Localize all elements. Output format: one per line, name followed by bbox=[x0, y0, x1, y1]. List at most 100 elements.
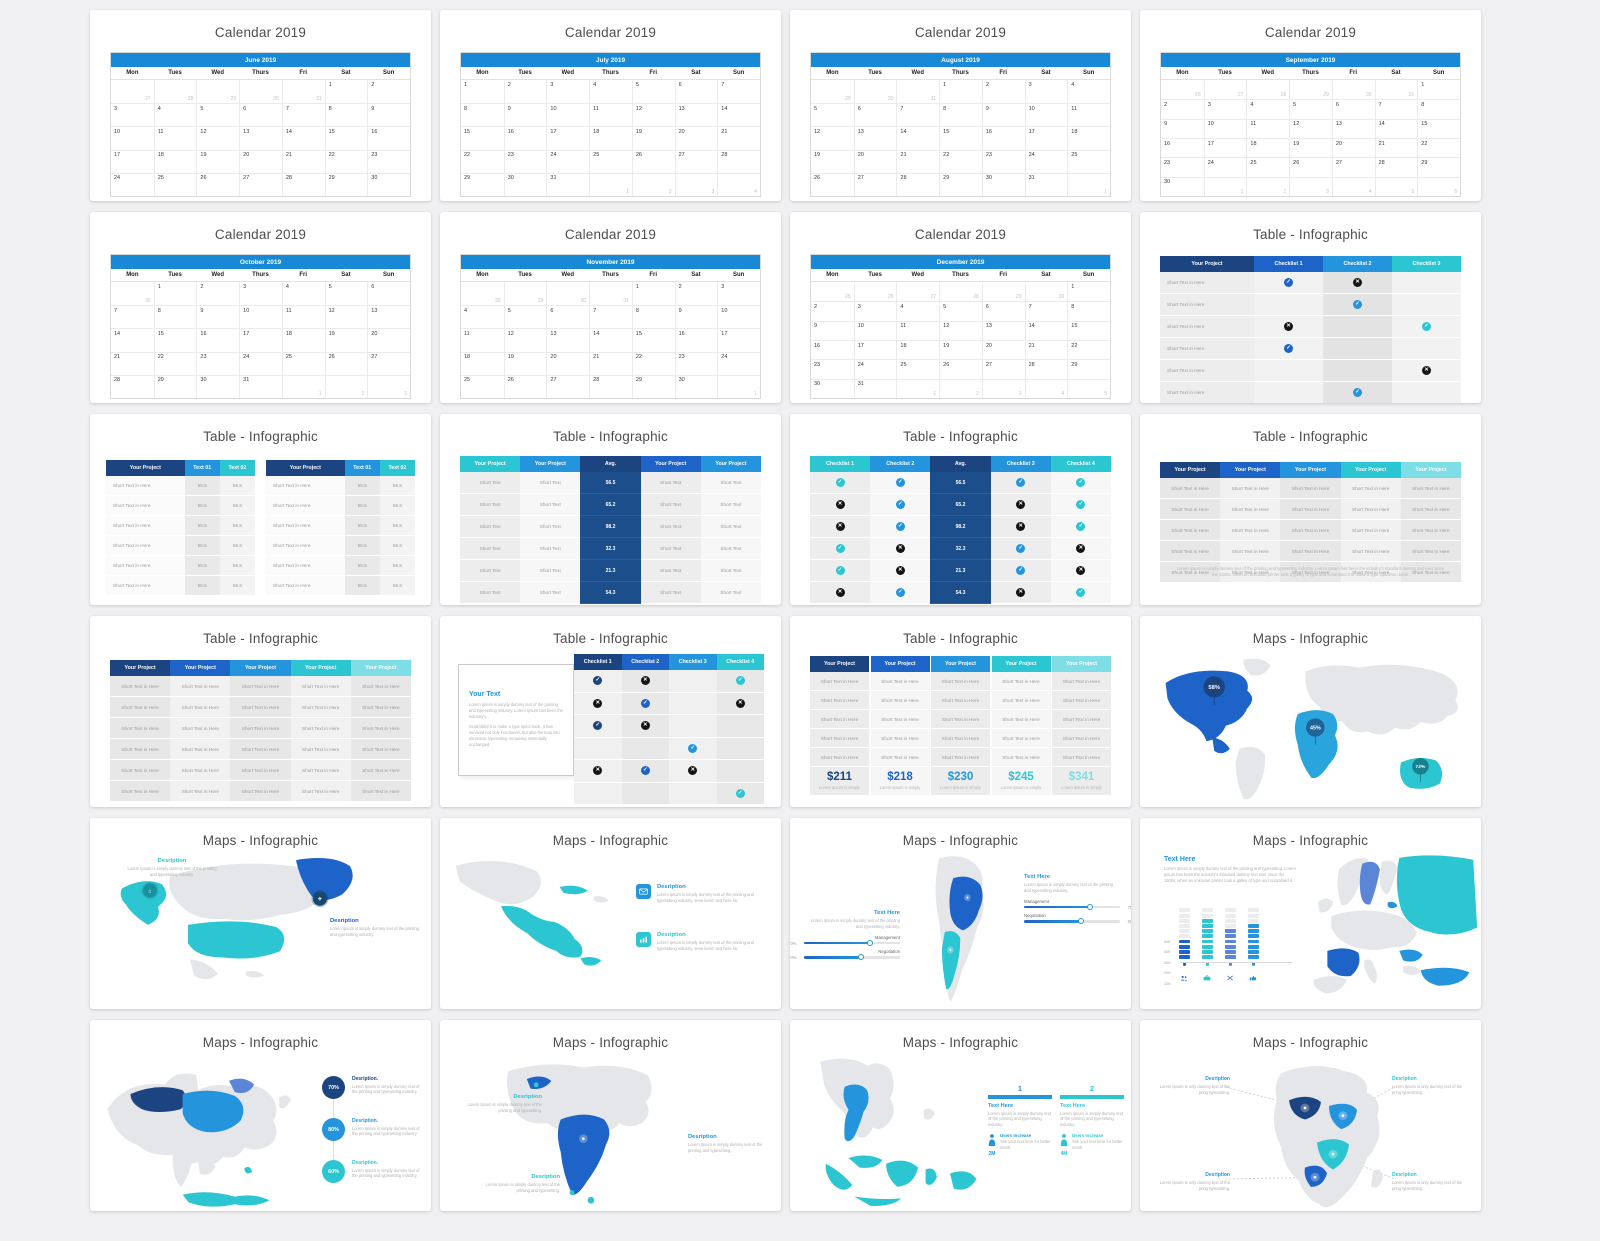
calendar-cell[interactable]: 22 bbox=[324, 149, 368, 173]
calendar-cell[interactable]: 26 bbox=[196, 172, 240, 196]
calendar-cell[interactable]: 31 bbox=[589, 282, 632, 306]
calendar-cell[interactable]: 22 bbox=[631, 351, 675, 375]
calendar-cell[interactable]: 29 bbox=[981, 282, 1025, 302]
calendar-cell[interactable]: 14 bbox=[896, 126, 940, 150]
calendar-cell[interactable]: 16 bbox=[811, 340, 854, 359]
calendar-cell[interactable]: 15 bbox=[631, 328, 675, 352]
calendar-cell[interactable]: 2 bbox=[367, 80, 410, 104]
calendar-cell[interactable]: 10 bbox=[853, 320, 897, 340]
calendar-cell[interactable]: 31 bbox=[1374, 80, 1418, 100]
calendar-cell[interactable]: 10 bbox=[717, 305, 760, 329]
slide-calendar-september-2019[interactable]: Calendar 2019 September 2019 Mon Tues Wed Thu… bbox=[1140, 10, 1481, 201]
calendar-cell[interactable]: 6 bbox=[1331, 99, 1375, 119]
calendar-cell[interactable]: 17 bbox=[717, 328, 760, 352]
calendar-cell[interactable]: 12 bbox=[503, 328, 547, 352]
calendar-cell[interactable]: 25 bbox=[153, 172, 197, 196]
calendar-cell[interactable]: 12 bbox=[324, 305, 368, 329]
calendar-cell[interactable]: 9 bbox=[196, 305, 240, 329]
calendar-cell[interactable]: 2 bbox=[631, 172, 675, 196]
pricing-column[interactable]: Your Project Short Text in Here Short Text… bbox=[1052, 656, 1111, 795]
slider[interactable]: Negotiation 60% bbox=[1024, 913, 1131, 925]
calendar-cell[interactable]: 11 bbox=[1246, 118, 1290, 138]
calendar-cell[interactable]: 16 bbox=[367, 126, 410, 150]
calendar-cell[interactable]: 29 bbox=[503, 282, 547, 306]
calendar-cell[interactable]: 18 bbox=[1067, 126, 1110, 150]
calendar-cell[interactable]: 1 bbox=[717, 374, 760, 398]
calendar-cell[interactable]: 30 bbox=[674, 374, 718, 398]
calendar-cell[interactable]: 7 bbox=[281, 103, 325, 127]
slide-table-pricing[interactable]: Table - Infographic Your Project Short Tex… bbox=[790, 616, 1131, 807]
calendar-cell[interactable]: 24 bbox=[853, 359, 897, 379]
slide-map-africa[interactable]: Maps - Infographic Desription Lorem Ipsum … bbox=[1140, 1020, 1481, 1211]
calendar-cell[interactable]: 5 bbox=[196, 103, 240, 127]
calendar-cell[interactable]: 7 bbox=[896, 103, 940, 127]
calendar-cell[interactable]: 29 bbox=[631, 374, 675, 398]
calendar-cell[interactable]: 1 bbox=[461, 80, 504, 103]
calendar-cell[interactable]: 23 bbox=[1161, 157, 1204, 176]
calendar-cell[interactable]: 23 bbox=[503, 149, 547, 173]
calendar-cell[interactable]: 8 bbox=[153, 305, 197, 329]
calendar-cell[interactable]: 11 bbox=[281, 305, 325, 329]
slide-map-south-america[interactable]: Maps - Infographic Text Here Lorem Ipsum i… bbox=[790, 818, 1131, 1009]
calendar-cell[interactable]: 17 bbox=[1024, 126, 1068, 150]
slide-map-europe[interactable]: Maps - Infographic Text Here Lorem Ipsum i… bbox=[1140, 818, 1481, 1009]
calendar-cell[interactable]: 30 bbox=[239, 80, 282, 104]
calendar-cell[interactable]: 26 bbox=[811, 172, 854, 196]
calendar-cell[interactable]: 12 bbox=[631, 103, 675, 127]
slide-calendar-december-2019[interactable]: Calendar 2019 December 2019 Mon Tues Wed Thur… bbox=[790, 212, 1131, 403]
calendar-cell[interactable]: 2 bbox=[503, 80, 547, 104]
calendar-cell[interactable]: 5 bbox=[1289, 99, 1332, 119]
calendar-cell[interactable]: 13 bbox=[981, 320, 1025, 340]
map-legend-item[interactable]: Desription Lorem Ipsum is simply dummy te… bbox=[636, 932, 768, 952]
calendar-cell[interactable]: 28 bbox=[1024, 359, 1068, 379]
calendar-cell[interactable]: 3 bbox=[981, 378, 1025, 398]
calendar-cell[interactable]: 3 bbox=[239, 282, 282, 306]
calendar-cell[interactable]: 13 bbox=[674, 103, 718, 127]
calendar-cell[interactable]: 18 bbox=[153, 149, 197, 173]
calendar-cell[interactable]: 27 bbox=[367, 351, 410, 375]
calendar-cell[interactable]: 21 bbox=[717, 126, 760, 150]
calendar-cell[interactable]: 24 bbox=[717, 351, 760, 375]
stat-item[interactable]: 70% Desription. Lorem Ipsum is simply dumm… bbox=[322, 1076, 426, 1099]
pricing-column[interactable]: Your Project Short Text in Here Short Text… bbox=[931, 656, 990, 795]
calendar-cell[interactable]: 24 bbox=[111, 172, 154, 196]
calendar-cell[interactable]: 1 bbox=[153, 282, 197, 306]
calendar-cell[interactable]: 25 bbox=[589, 149, 632, 173]
slider[interactable]: Management 70% bbox=[790, 935, 900, 946]
calendar-cell[interactable]: 27 bbox=[111, 80, 154, 103]
calendar-cell[interactable]: 6 bbox=[546, 305, 590, 329]
calendar-cell[interactable]: 28 bbox=[589, 374, 632, 398]
calendar-cell[interactable]: 22 bbox=[1417, 138, 1460, 158]
calendar-cell[interactable]: 26 bbox=[324, 351, 368, 375]
calendar-cell[interactable]: 28 bbox=[1374, 157, 1418, 177]
calendar-cell[interactable]: 9 bbox=[811, 320, 854, 340]
calendar-cell[interactable]: 7 bbox=[1374, 99, 1418, 119]
calendar-cell[interactable]: 29 bbox=[153, 374, 197, 398]
calendar-cell[interactable]: 15 bbox=[1417, 118, 1460, 138]
calendar-cell[interactable]: 2 bbox=[811, 301, 854, 320]
calendar-cell[interactable]: 27 bbox=[674, 149, 718, 173]
calendar-cell[interactable]: 9 bbox=[503, 103, 547, 127]
calendar-cell[interactable]: 20 bbox=[1331, 138, 1375, 158]
slider-knob[interactable] bbox=[857, 954, 864, 961]
slide-map-world[interactable]: Maps - Infographic 58% 45% 72% bbox=[1140, 616, 1481, 807]
calendar-cell[interactable]: 31 bbox=[853, 378, 897, 398]
calendar-cell[interactable]: 28 bbox=[153, 80, 197, 104]
calendar-cell[interactable]: 25 bbox=[811, 282, 854, 301]
calendar-cell[interactable]: 6 bbox=[853, 103, 897, 127]
slide-map-north-america[interactable]: Maps - Infographic ⌂ ✈ Desription Lorem Ipsu… bbox=[90, 818, 431, 1009]
calendar-cell[interactable]: 26 bbox=[1289, 157, 1332, 177]
calendar-cell[interactable]: 30 bbox=[1024, 282, 1068, 302]
slide-table-grid[interactable]: Table - Infographic Your Project Your Proj… bbox=[90, 616, 431, 807]
slider-knob[interactable] bbox=[1077, 918, 1084, 925]
calendar-cell[interactable]: 2 bbox=[981, 80, 1025, 104]
calendar-cell[interactable]: 26 bbox=[853, 282, 897, 302]
calendar-cell[interactable]: 24 bbox=[1024, 149, 1068, 173]
calendar-cell[interactable]: 15 bbox=[153, 328, 197, 352]
calendar-cell[interactable]: 24 bbox=[546, 149, 590, 173]
calendar-cell[interactable]: 28 bbox=[717, 149, 760, 173]
pricing-column[interactable]: Your Project Short Text in Here Short Text… bbox=[991, 656, 1051, 795]
calendar-cell[interactable]: 16 bbox=[981, 126, 1025, 150]
calendar-cell[interactable]: 1 bbox=[589, 172, 632, 196]
slider[interactable]: Negotiation 60% bbox=[790, 949, 900, 961]
